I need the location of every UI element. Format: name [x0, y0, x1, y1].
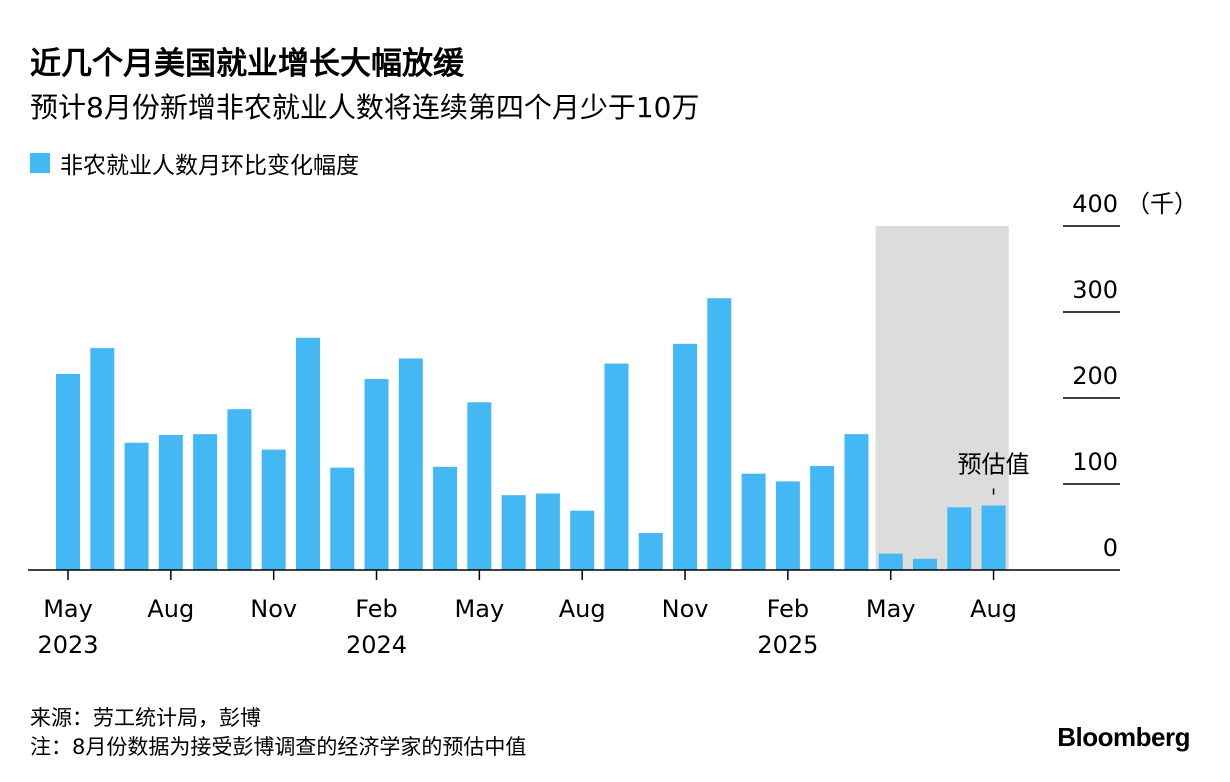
bar-2025-03 — [810, 465, 835, 570]
bar-2024-06 — [501, 495, 526, 570]
source-text: 来源：劳工统计局，彭博 — [30, 706, 261, 730]
bar-2023-12 — [295, 337, 320, 570]
y-tick-label-400: 400 — [1072, 190, 1118, 218]
bar-2024-07 — [535, 493, 560, 570]
x-year-label-2023: 2023 — [37, 631, 98, 659]
bar-2025-01 — [741, 473, 766, 570]
chart-subtitle: 预计8月份新增非农就业人数将连续第四个月少于10万 — [30, 91, 700, 124]
note-text: 注：8月份数据为接受彭博调查的经济学家的预估中值 — [30, 735, 527, 759]
y-tick-label-200: 200 — [1072, 362, 1118, 390]
bar-2024-03 — [398, 358, 423, 570]
legend-label: 非农就业人数月环比变化幅度 — [60, 153, 359, 179]
bar-2023-11 — [261, 449, 286, 570]
x-tick-label-3: Aug — [147, 595, 194, 623]
bar-2023-05 — [56, 373, 80, 570]
x-year-label-2024: 2024 — [346, 631, 407, 659]
x-tick-label-21: Feb — [767, 595, 810, 623]
chart-title: 近几个月美国就业增长大幅放缓 — [30, 46, 464, 82]
x-tick-label-27: Aug — [970, 595, 1017, 623]
y-tick-label-0: 0 — [1103, 534, 1118, 562]
forecast-annotation: 预估值 — [958, 451, 1030, 479]
bar-2024-02 — [364, 379, 389, 570]
y-tick-label-100: 100 — [1072, 448, 1118, 476]
bar-2025-02 — [775, 481, 800, 570]
bar-2023-06 — [90, 348, 115, 570]
x-tick-label-12: May — [455, 595, 505, 623]
x-tick-label-18: Nov — [662, 595, 709, 623]
legend: 非农就业人数月环比变化幅度 — [30, 146, 359, 180]
bar-2024-04 — [433, 466, 458, 570]
y-tick-label-300: 300 — [1072, 276, 1118, 304]
bar-2025-04 — [844, 434, 869, 570]
bar-2023-08 — [158, 434, 183, 570]
bar-2024-09 — [604, 363, 629, 570]
bar-2024-11 — [673, 343, 698, 570]
x-year-label-2025: 2025 — [757, 631, 818, 659]
bar-2025-07 — [947, 507, 972, 570]
bar-2024-10 — [638, 533, 663, 570]
bar-2024-08 — [570, 510, 595, 570]
y-unit-label: （千） — [1126, 190, 1198, 218]
bar-2025-06 — [913, 558, 937, 570]
x-tick-label-15: Aug — [559, 595, 606, 623]
bar-chart: 0 100 200 300 400 （千） May 2023 Aug Nov Feb 2024 May A… — [28, 190, 1198, 659]
bar-2023-10 — [227, 409, 252, 570]
x-tick-label-24: May — [866, 595, 916, 623]
bar-2023-07 — [124, 442, 149, 570]
bar-2025-05 — [878, 553, 903, 570]
bar-2025-08 — [981, 505, 1006, 570]
x-tick-label-9: Feb — [355, 595, 398, 623]
legend-swatch — [30, 153, 50, 173]
bar-2023-09 — [193, 434, 218, 570]
bar-2024-01 — [330, 467, 355, 570]
x-tick-label-0: May — [43, 595, 93, 623]
bloomberg-logo: Bloomberg — [1057, 722, 1190, 752]
bar-2024-05 — [467, 402, 492, 570]
bar-2024-12 — [707, 298, 732, 570]
x-tick-label-6: Nov — [250, 595, 297, 623]
